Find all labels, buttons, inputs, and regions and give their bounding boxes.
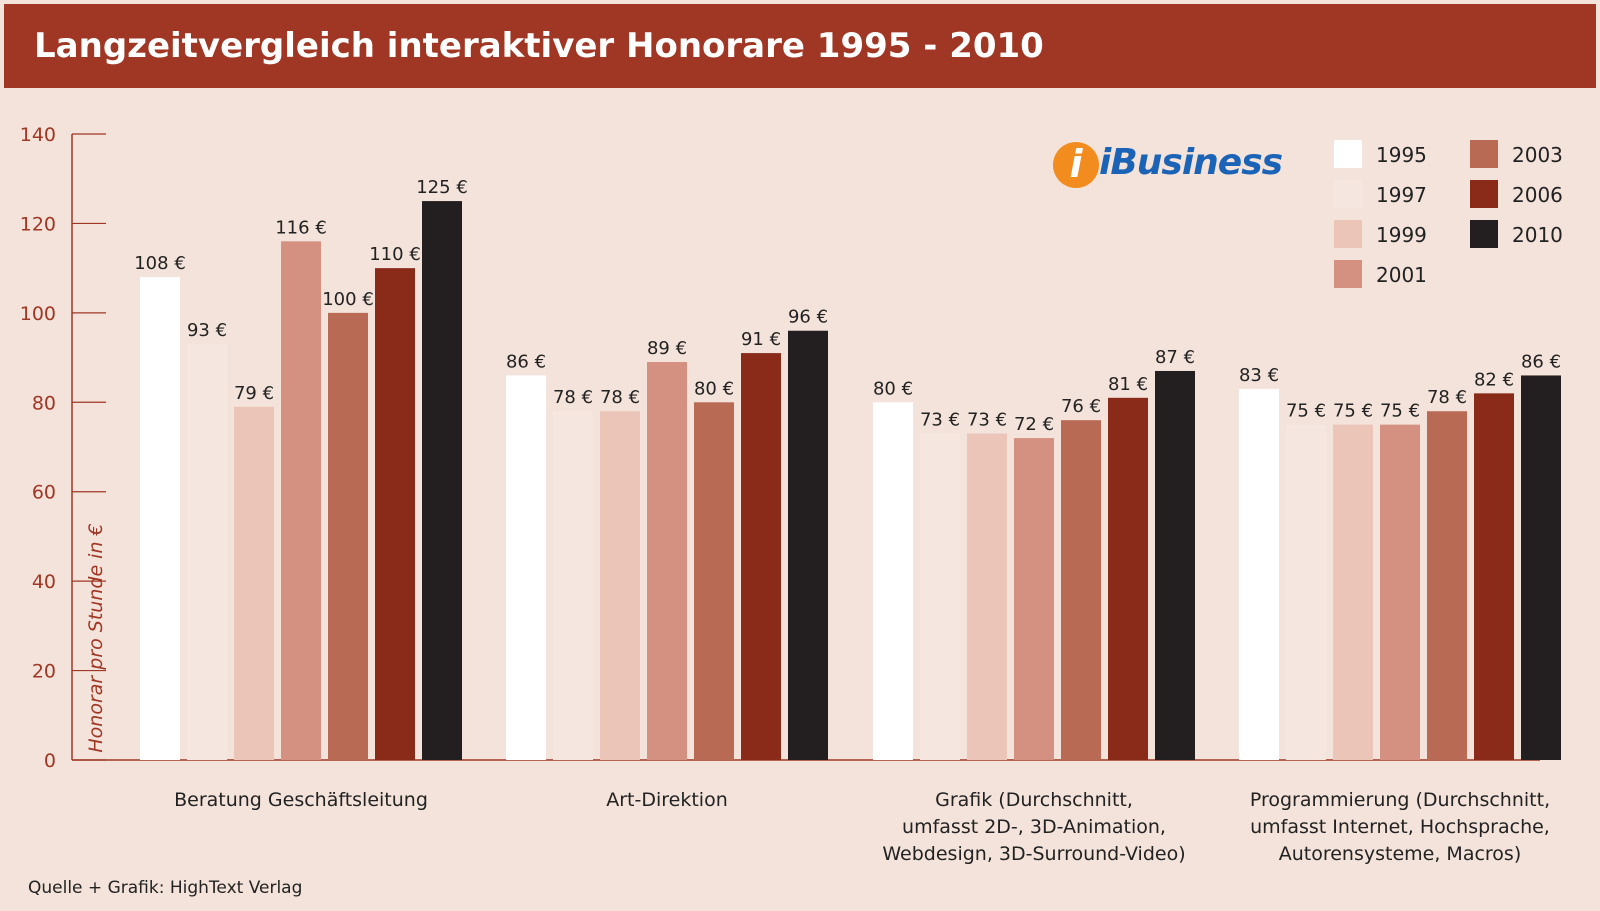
y-tick-label: 40 — [32, 571, 56, 593]
legend-label-1995: 1995 — [1376, 143, 1427, 167]
data-label: 75 € — [1333, 401, 1373, 422]
bar-2010 — [1521, 375, 1561, 760]
legend-label-1997: 1997 — [1376, 183, 1427, 207]
bar-1997 — [187, 344, 227, 760]
data-label: 89 € — [647, 338, 687, 359]
bar-1995 — [1239, 388, 1279, 760]
bar-2001 — [647, 362, 687, 760]
data-label: 80 € — [873, 378, 913, 399]
data-label: 116 € — [275, 217, 327, 238]
data-label: 73 € — [967, 410, 1007, 431]
bar-1995 — [873, 402, 913, 760]
y-axis-label: Honorar pro Stunde in € — [85, 523, 107, 752]
legend-swatch-1997 — [1334, 180, 1362, 208]
data-label: 75 € — [1286, 401, 1326, 422]
category-label: Programmierung (Durchschnitt, — [1250, 789, 1550, 811]
bar-2006 — [741, 353, 781, 760]
chart-title: Langzeitvergleich interaktiver Honorare … — [34, 26, 1044, 66]
bar-2010 — [1155, 370, 1195, 760]
bar-2006 — [1108, 397, 1148, 760]
data-label: 83 € — [1239, 365, 1279, 386]
data-label: 78 € — [600, 387, 640, 408]
data-label: 75 € — [1380, 401, 1420, 422]
data-label: 76 € — [1061, 396, 1101, 417]
bar-1997 — [920, 433, 960, 760]
category-label: Art-Direktion — [606, 789, 728, 811]
category-label: Webdesign, 3D-Surround-Video) — [882, 843, 1185, 865]
data-label: 87 € — [1155, 347, 1195, 368]
legend-label-1999: 1999 — [1376, 223, 1427, 247]
bar-1999 — [234, 406, 274, 760]
y-tick-label: 140 — [20, 124, 56, 146]
bar-1997 — [1286, 424, 1326, 760]
bar-2006 — [1474, 393, 1514, 760]
logo-wordmark: iBusiness — [1099, 142, 1283, 183]
data-label: 78 € — [553, 387, 593, 408]
data-label: 81 € — [1108, 374, 1148, 395]
y-tick-label: 80 — [32, 392, 56, 414]
bar-1999 — [967, 433, 1007, 760]
y-tick-label: 0 — [44, 750, 56, 772]
bar-2010 — [788, 330, 828, 760]
title-bar: Langzeitvergleich interaktiver Honorare … — [4, 4, 1596, 88]
data-label: 79 € — [234, 383, 274, 404]
data-label: 78 € — [1427, 387, 1467, 408]
legend-swatch-1999 — [1334, 220, 1362, 248]
bar-1995 — [506, 375, 546, 760]
data-label: 108 € — [134, 253, 186, 274]
data-label: 86 € — [1521, 351, 1561, 372]
bar-2001 — [281, 241, 321, 761]
ibusiness-logo: i iBusiness — [1053, 140, 1303, 192]
y-tick-label: 120 — [20, 213, 56, 235]
y-tick-label: 60 — [32, 482, 56, 504]
bar-1997 — [553, 411, 593, 760]
data-label: 110 € — [369, 244, 421, 265]
category-label: umfasst Internet, Hochsprache, — [1250, 816, 1550, 838]
category-label: Grafik (Durchschnitt, — [935, 789, 1133, 811]
y-tick-label: 20 — [32, 661, 56, 683]
category-label: Autorensysteme, Macros) — [1279, 843, 1522, 865]
data-label: 86 € — [506, 351, 546, 372]
data-label: 125 € — [416, 177, 468, 198]
legend-label-2006: 2006 — [1512, 183, 1563, 207]
bar-1995 — [140, 277, 180, 760]
legend-swatch-1995 — [1334, 140, 1362, 168]
logo-badge-icon: i — [1053, 142, 1099, 188]
data-label: 93 € — [187, 320, 227, 341]
legend-swatch-2003 — [1470, 140, 1498, 168]
legend-swatch-2001 — [1334, 260, 1362, 288]
data-label: 96 € — [788, 307, 828, 328]
legend-label-2001: 2001 — [1376, 263, 1427, 287]
bar-2003 — [1061, 420, 1101, 760]
legend-label-2003: 2003 — [1512, 143, 1563, 167]
source-note: Quelle + Grafik: HighText Verlag — [28, 878, 303, 898]
data-label: 73 € — [920, 410, 960, 431]
legend-swatch-2006 — [1470, 180, 1498, 208]
bar-2001 — [1380, 424, 1420, 760]
data-label: 100 € — [322, 289, 374, 310]
category-label: umfasst 2D-, 3D-Animation, — [902, 816, 1166, 838]
legend-swatch-2010 — [1470, 220, 1498, 248]
bar-2010 — [422, 201, 462, 761]
bar-1999 — [1333, 424, 1373, 760]
bar-2003 — [1427, 411, 1467, 760]
data-label: 72 € — [1014, 414, 1054, 435]
bar-2003 — [694, 402, 734, 760]
y-tick-label: 100 — [20, 303, 56, 325]
bar-2001 — [1014, 438, 1054, 760]
bar-2006 — [375, 268, 415, 760]
bar-2003 — [328, 312, 368, 760]
category-label: Beratung Geschäftsleitung — [174, 789, 428, 811]
data-label: 80 € — [694, 378, 734, 399]
data-label: 82 € — [1474, 369, 1514, 390]
legend-label-2010: 2010 — [1512, 223, 1563, 247]
data-label: 91 € — [741, 329, 781, 350]
bar-1999 — [600, 411, 640, 760]
